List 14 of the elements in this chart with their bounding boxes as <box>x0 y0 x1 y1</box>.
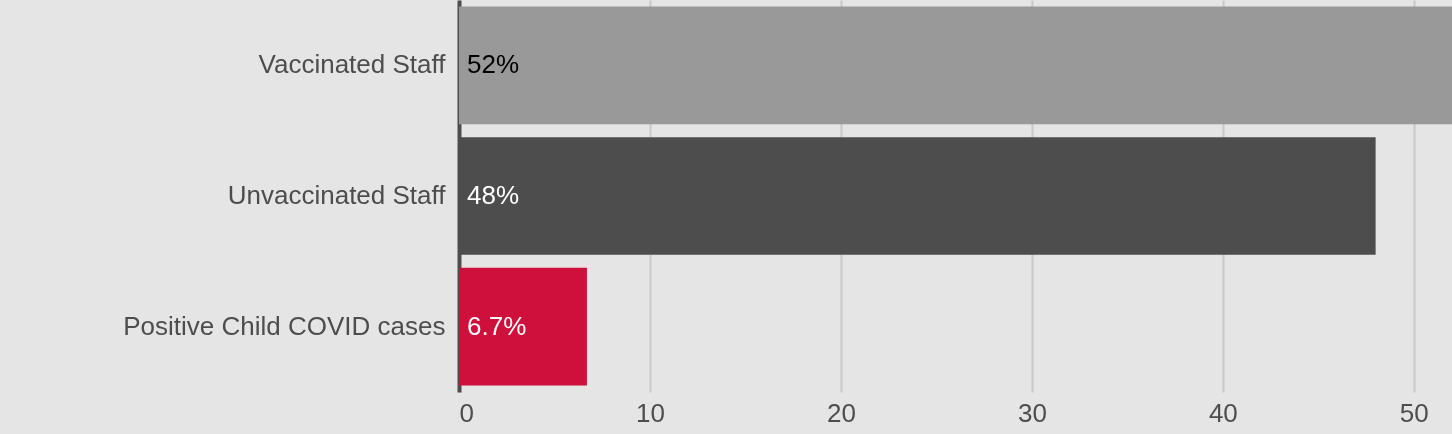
x-tick-label: 30 <box>1017 397 1047 428</box>
y-tick-label: Positive Child COVID cases <box>123 310 446 341</box>
data-label: 6.7% <box>467 310 527 341</box>
data-label: 48% <box>467 180 520 210</box>
y-tick-label: Vaccinated Staff <box>258 49 447 80</box>
x-tick-label: 20 <box>826 397 856 428</box>
data-label: 52% <box>467 49 520 80</box>
x-tick-label: 10 <box>636 397 665 428</box>
x-tick-label: 40 <box>1208 397 1238 428</box>
x-tick-label: 50 <box>1399 397 1429 428</box>
bar <box>459 6 1452 125</box>
bar <box>459 267 587 386</box>
x-tick-label: 0 <box>459 397 474 428</box>
y-tick-label: Unvaccinated Staff <box>227 180 447 210</box>
